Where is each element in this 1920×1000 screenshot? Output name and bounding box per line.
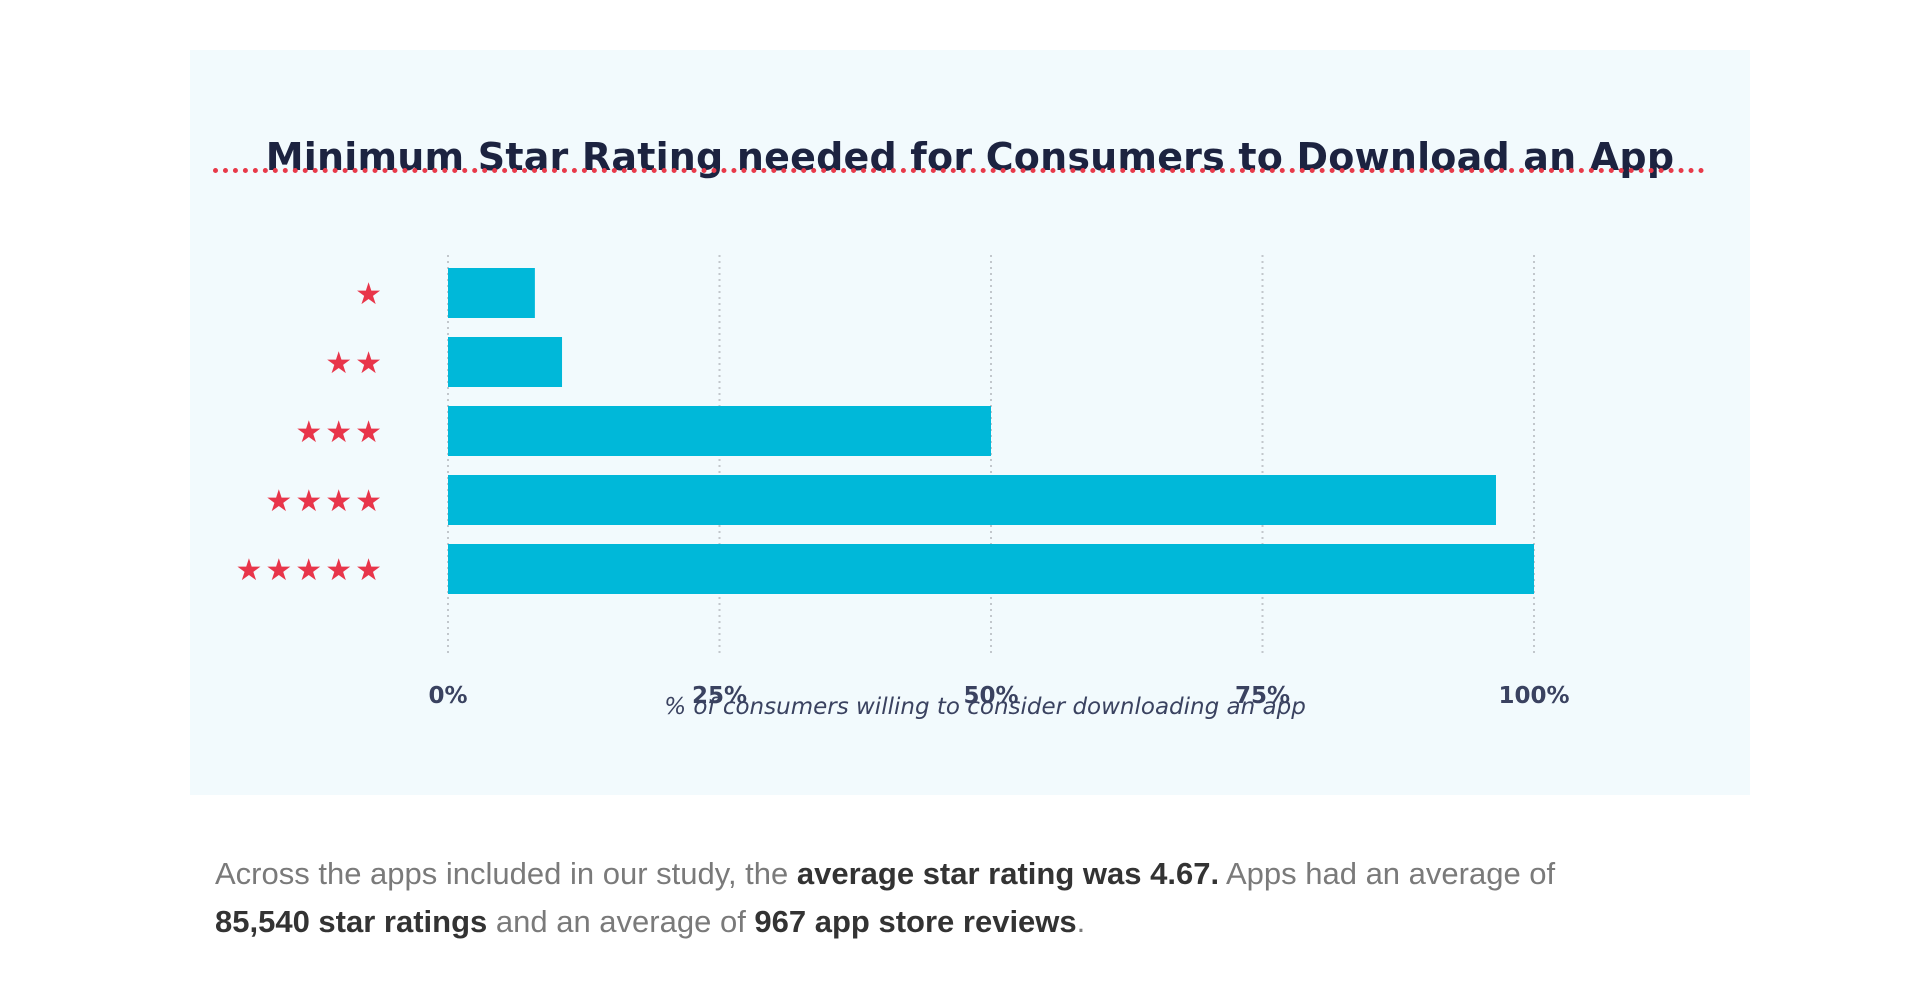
x-tick-labels: 0% 25% 50% 75% 100% xyxy=(428,683,1569,709)
caption-text-1: Across the apps included in our study, t… xyxy=(215,856,797,891)
caption-bold-star-ratings: 85,540 star ratings xyxy=(215,904,488,939)
chart-card: Minimum Star Rating needed for Consumers… xyxy=(190,50,1750,795)
x-axis-title: % of consumers willing to consider downl… xyxy=(664,694,1306,720)
bar-layer xyxy=(448,268,1534,594)
star-rating-label: ★★ xyxy=(325,346,385,381)
x-tick-label: 50% xyxy=(963,683,1018,709)
caption-bold-reviews: 967 app store reviews xyxy=(754,904,1077,939)
bar xyxy=(448,475,1496,525)
x-tick-label: 0% xyxy=(428,683,467,709)
y-tick-labels: ★★★★★★★★★★★★★★★ xyxy=(236,277,385,588)
bar xyxy=(448,544,1534,594)
star-rating-label: ★★★★★ xyxy=(236,553,385,588)
x-tick-label: 100% xyxy=(1498,683,1569,709)
x-tick-label: 25% xyxy=(692,683,747,709)
caption-text-3: and an average of xyxy=(487,904,755,939)
bar xyxy=(448,406,991,456)
star-rating-label: ★ xyxy=(355,277,385,312)
caption-text-2: Apps had an average of xyxy=(1219,856,1556,891)
title-divider xyxy=(213,168,1705,173)
x-tick-label: 75% xyxy=(1235,683,1290,709)
summary-caption: Across the apps included in our study, t… xyxy=(215,850,1615,946)
bar xyxy=(448,337,563,387)
star-rating-label: ★★★★ xyxy=(265,484,385,519)
bar xyxy=(448,268,535,318)
caption-text-4: . xyxy=(1076,904,1086,939)
caption-bold-average-rating: average star rating was 4.67. xyxy=(796,856,1220,891)
bar-chart: ★★★★★★★★★★★★★★★ 0% 25% 50% 75% 100% % of con… xyxy=(236,255,1570,720)
star-rating-label: ★★★ xyxy=(295,415,385,450)
